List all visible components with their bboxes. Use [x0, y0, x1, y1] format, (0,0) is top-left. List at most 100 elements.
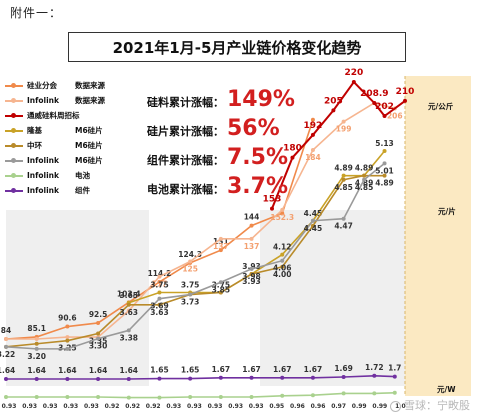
- data-label-infolink_wafer: 3.30: [89, 342, 108, 351]
- data-label-infolink_module: 1.64: [27, 366, 46, 375]
- stat-value: 3.7%: [227, 174, 289, 199]
- data-label-zhonghuan: 3.93: [242, 277, 261, 286]
- data-label-silicon_industry: 124.3: [178, 250, 202, 259]
- data-point-infolink_wafer: [65, 346, 70, 351]
- data-label-tongwei: 180: [283, 144, 302, 154]
- data-point-infolink_cell: [392, 390, 397, 395]
- data-label-longi: 4.89: [334, 164, 353, 173]
- legend-swatch: [5, 157, 23, 163]
- legend-swatch: [5, 82, 23, 88]
- legend-swatch: [5, 142, 23, 148]
- data-point-infolink_wafer: [382, 161, 387, 166]
- data-label-tongwei: 220: [344, 68, 363, 78]
- data-point-tongwei: [290, 155, 295, 160]
- cell-value-label: 0.99: [352, 403, 367, 410]
- data-point-infolink_module: [310, 375, 315, 380]
- legend-series-source: 组件: [75, 186, 90, 195]
- unit-label-cell: 元/W: [437, 385, 456, 394]
- series-line-silicon_infolink: [6, 102, 395, 340]
- data-label-longi: 4.89: [355, 164, 374, 173]
- data-label-infolink_module: 1.72: [365, 363, 384, 372]
- data-point-infolink_cell: [65, 395, 70, 399]
- chart-title: 2021年1月-5月产业链价格变化趋势: [112, 38, 362, 57]
- data-point-zhonghuan: [126, 302, 131, 307]
- cell-value-label: 0.93: [228, 403, 243, 410]
- legend-series-name: Infolink: [27, 96, 60, 105]
- data-point-tongwei: [310, 132, 315, 137]
- data-label-zhonghuan: 3.73: [181, 298, 200, 307]
- legend-series-name: 硅业分会: [27, 81, 57, 90]
- data-label-zhonghuan: 4.00: [273, 270, 292, 279]
- chart-title-box: 2021年1月-5月产业链价格变化趋势: [68, 32, 406, 62]
- data-label-infolink_wafer: 4.45: [304, 224, 323, 233]
- data-point-infolink_wafer: [310, 218, 315, 223]
- data-label-silicon_industry: 90.6: [58, 314, 77, 323]
- data-point-tongwei: [372, 100, 377, 105]
- legend-item: 硅业分会 数据来源: [5, 78, 117, 93]
- data-point-infolink_wafer: [157, 296, 162, 301]
- series-line-infolink_cell: [6, 392, 395, 399]
- data-point-zhonghuan: [65, 338, 70, 343]
- series-line-tongwei: [271, 80, 406, 209]
- data-point-infolink_wafer: [362, 177, 367, 182]
- cell-value-label: 0.93: [84, 403, 99, 410]
- unit-label-wafer: 元/片: [438, 207, 456, 216]
- legend-swatch: [5, 127, 23, 133]
- cell-value-label: 0.93: [63, 403, 78, 410]
- data-point-silicon_infolink: [157, 274, 162, 279]
- data-label-infolink_module: 1.65: [150, 366, 169, 375]
- data-point-infolink_wafer: [96, 336, 101, 341]
- data-point-infolink_cell: [280, 393, 285, 398]
- stat-label: 组件累计涨幅：: [147, 154, 224, 167]
- data-point-infolink_cell: [157, 395, 162, 400]
- series-line-zhonghuan: [5, 174, 385, 348]
- data-label-infolink_module: 1.67: [304, 365, 323, 374]
- data-label-infolink_module: 1.7: [388, 364, 401, 373]
- data-label-longi: 3.93: [242, 262, 261, 271]
- legend-series-source: 电池: [75, 171, 90, 180]
- legend-series-name: Infolink: [27, 186, 60, 195]
- data-label-infolink_module: 1.69: [334, 364, 353, 373]
- legend-item: 隆基 M6硅片: [5, 123, 117, 138]
- cell-value-label: 0.92: [105, 403, 120, 410]
- unit-label-silicon: 元/公斤: [428, 102, 454, 111]
- data-label-infolink_module: 1.64: [120, 366, 139, 375]
- data-point-longi: [157, 290, 162, 295]
- data-point-infolink_cell: [249, 395, 254, 399]
- data-point-silicon_industry: [65, 324, 70, 329]
- data-point-silicon_infolink: [4, 337, 8, 341]
- highlight-may: [405, 76, 471, 396]
- cell-value-label: 0.93: [2, 403, 17, 410]
- legend-item: Infolink 数据来源: [5, 93, 117, 108]
- data-point-infolink_module: [96, 377, 101, 381]
- data-label-silicon_industry: 103.4: [117, 289, 141, 298]
- legend-swatch: [5, 187, 23, 193]
- bg-stripe-january: [6, 210, 149, 386]
- legend-item: 通威硅料周招标: [5, 108, 117, 123]
- data-point-silicon_infolink: [218, 236, 223, 241]
- cell-value-label: 0.96: [311, 403, 326, 410]
- data-point-infolink_cell: [96, 395, 101, 399]
- data-point-infolink_module: [249, 375, 254, 380]
- data-point-infolink_module: [65, 377, 70, 381]
- data-label-tongwei: 210: [396, 87, 415, 97]
- legend-series-source: M6硅片: [75, 156, 103, 165]
- cell-value-label: 0.93: [22, 403, 37, 410]
- cell-value-label: 0.97: [331, 403, 346, 410]
- data-label-infolink_wafer: 3.38: [120, 333, 139, 342]
- data-point-infolink_cell: [218, 395, 223, 399]
- data-label-tongwei: 208.9: [360, 89, 388, 99]
- legend-swatch: [5, 172, 23, 178]
- data-point-longi: [341, 173, 346, 178]
- data-label-infolink_wafer: 3.22: [0, 350, 15, 359]
- data-label-zhonghuan: 4.89: [375, 179, 394, 188]
- cumulative-gain-panel: 硅料累计涨幅： 149% 硅片累计涨幅： 56% 组件累计涨幅： 7.5% 电池…: [147, 87, 295, 203]
- data-point-tongwei: [331, 108, 336, 113]
- data-point-infolink_wafer: [249, 266, 254, 271]
- legend-series-name: Infolink: [27, 171, 60, 180]
- data-point-infolink_module: [372, 373, 377, 378]
- data-point-zhonghuan: [34, 341, 39, 346]
- stat-row-silicon: 硅料累计涨幅： 149%: [147, 87, 295, 116]
- data-label-tongwei: 205: [324, 96, 343, 106]
- legend-series-name: 中环: [27, 141, 42, 150]
